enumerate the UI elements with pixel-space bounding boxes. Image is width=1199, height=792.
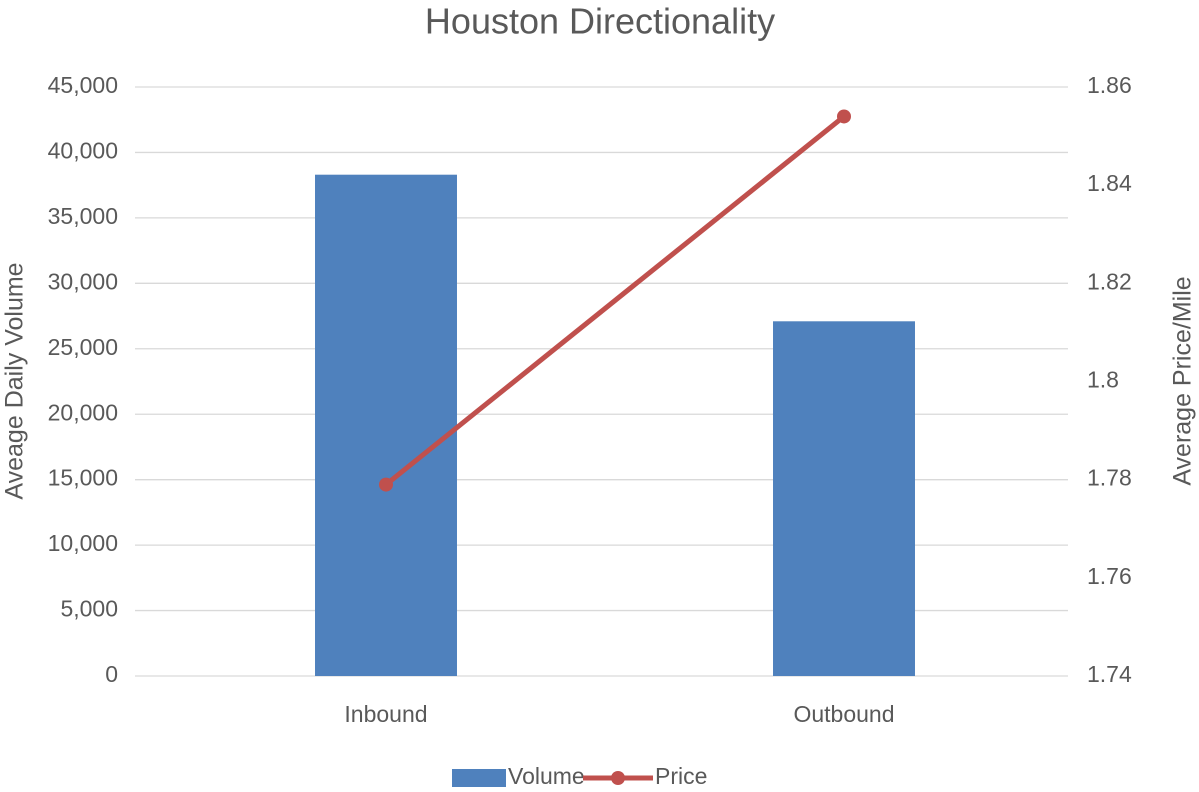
bar	[773, 321, 915, 676]
chart-title: Houston Directionality	[425, 1, 775, 42]
legend-swatch	[452, 769, 506, 787]
y2-tick-label: 1.82	[1087, 268, 1132, 294]
y-axis-title: Aveage Daily Volume	[1, 262, 29, 499]
y2-tick-label: 1.8	[1087, 367, 1119, 393]
y2-tick-label: 1.76	[1087, 563, 1132, 589]
y-tick-label: 5,000	[60, 596, 118, 622]
y-tick-label: 30,000	[48, 268, 118, 294]
y-tick-label: 15,000	[48, 465, 118, 491]
bar	[315, 174, 457, 676]
y-tick-label: 35,000	[48, 203, 118, 229]
y-tick-label: 0	[105, 661, 118, 687]
y2-tick-label: 1.86	[1087, 72, 1132, 98]
y-tick-label: 40,000	[48, 138, 118, 164]
y-tick-label: 25,000	[48, 334, 118, 360]
x-tick-label: Outbound	[793, 701, 894, 727]
y2-tick-label: 1.74	[1087, 661, 1132, 687]
legend-marker	[611, 771, 625, 785]
y2-tick-label: 1.84	[1087, 170, 1132, 196]
legend-label: Volume	[508, 763, 585, 789]
x-tick-label: Inbound	[344, 701, 427, 727]
y-tick-label: 10,000	[48, 530, 118, 556]
y-tick-label: 45,000	[48, 72, 118, 98]
y2-axis-title: Average Price/Mile	[1169, 276, 1197, 485]
y2-tick-label: 1.78	[1087, 465, 1132, 491]
legend-label: Price	[655, 763, 707, 789]
marker	[837, 109, 851, 124]
y-tick-label: 20,000	[48, 399, 118, 425]
line	[384, 114, 846, 487]
marker	[379, 477, 393, 492]
